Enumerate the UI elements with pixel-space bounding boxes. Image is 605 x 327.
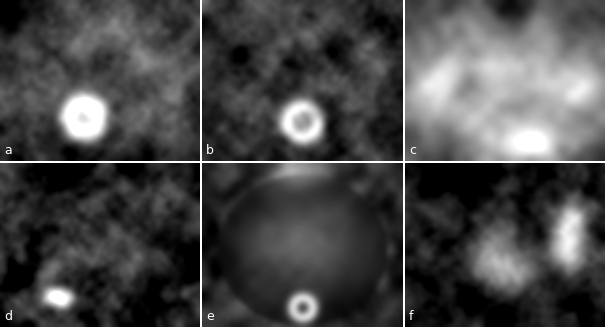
Text: c: c: [409, 144, 416, 157]
Text: a: a: [4, 144, 11, 157]
Text: b: b: [206, 144, 214, 157]
Text: e: e: [206, 310, 214, 323]
Text: f: f: [409, 310, 413, 323]
Text: d: d: [4, 310, 12, 323]
